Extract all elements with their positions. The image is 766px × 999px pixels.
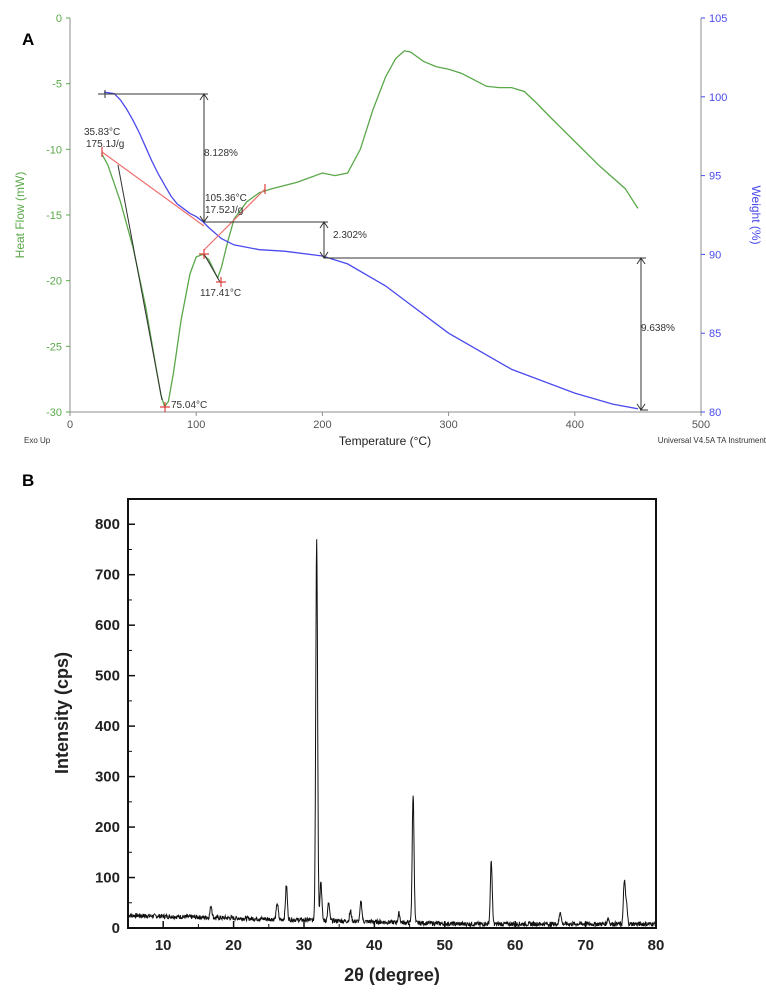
panel-b-series <box>127 539 657 928</box>
panel-a-right-axis-label: Weight (%) <box>749 185 763 244</box>
marker-onset-2 <box>199 249 209 259</box>
panel-a-left-tick-label: -10 <box>46 144 62 156</box>
panel-a-right-tick-label: 95 <box>709 171 721 183</box>
panel-b-x-tick-label: 70 <box>577 937 594 954</box>
panel-b-y-axis-label: Intensity (cps) <box>52 652 72 774</box>
panel-b-label: B <box>22 471 34 490</box>
panel-b-y-tick-label: 300 <box>95 769 120 786</box>
annot-peak-temp-2: 117.41°C <box>200 288 241 299</box>
xrd-pattern-line <box>127 539 657 928</box>
panel-b-y-tick-label: 700 <box>95 567 120 584</box>
panel-a-left-tick-label: -15 <box>46 210 62 222</box>
panel-b-x-tick-label: 80 <box>648 937 665 954</box>
panel-a-x-tick-label: 300 <box>439 419 457 431</box>
panel-b-y-tick-label: 0 <box>112 920 120 937</box>
integration-line-peak-1 <box>101 151 205 227</box>
panel-b-x-tick-label: 60 <box>507 937 524 954</box>
panel-a-right-tick-label: 80 <box>709 407 721 419</box>
integration-line-peak-2 <box>203 188 266 251</box>
panel-a-left-tick-label: -5 <box>52 79 62 91</box>
panel-a-right-tick-label: 90 <box>709 249 721 261</box>
panel-a-footer-right: Universal V4.5A TA Instrument <box>658 436 766 445</box>
panel-a-left-tick-label: 0 <box>56 13 62 25</box>
panel-b-ticks: 10 20 30 40 50 60 70 80010020030040050060070080… <box>95 516 664 954</box>
panel-b-y-tick-label: 600 <box>95 617 120 634</box>
panel-b-x-tick-label: 50 <box>436 937 453 954</box>
onset-tangent-2 <box>203 253 221 283</box>
annot-enthalpy-2: 17.52J/g <box>205 205 243 216</box>
panel-b-x-axis-label: 2θ (degree) <box>344 965 440 985</box>
panel-b-x-tick-label: 30 <box>296 937 313 954</box>
panel-a-x-tick-label: 0 <box>67 419 73 431</box>
panel-a-x-tick-label: 400 <box>566 419 584 431</box>
panel-b-y-tick-label: 800 <box>95 516 120 533</box>
panel-b-x-tick-label: 10 <box>155 937 172 954</box>
annot-peak-temp-1: 75.04°C <box>171 400 207 411</box>
panel-a-left-tick-label: -25 <box>46 341 62 353</box>
panel-a-x-tick-label: 200 <box>313 419 331 431</box>
panel-a-label: A <box>22 30 34 49</box>
heat-flow-line <box>100 50 639 409</box>
marker-peak-1 <box>160 402 170 412</box>
weight-line <box>104 91 639 410</box>
panel-b-y-tick-label: 400 <box>95 718 120 735</box>
annot-weight-loss-1: 8.128% <box>204 148 238 159</box>
panel-a-annotations <box>98 90 648 412</box>
panel-a-right-tick-label: 85 <box>709 328 721 340</box>
annot-weight-loss-3: 9.638% <box>641 323 675 334</box>
annot-weight-loss-2: 2.302% <box>333 230 367 241</box>
panel-a-x-axis-label: Temperature (°C) <box>339 434 431 448</box>
panel-a-right-tick-label: 105 <box>709 13 727 25</box>
panel-b-plot-area <box>127 498 657 929</box>
annot-onset-temp-2: 105.36°C <box>205 193 247 204</box>
panel-b-y-tick-label: 200 <box>95 819 120 836</box>
panel-a-left-axis-label: Heat Flow (mW) <box>13 172 27 259</box>
annot-onset-temp-1: 35.83°C <box>84 127 120 138</box>
panel-b-frame <box>127 498 657 929</box>
marker-peak-2 <box>216 277 226 287</box>
panel-b-x-tick-label: 40 <box>366 937 383 954</box>
panel-b-y-tick-label: 500 <box>95 668 120 685</box>
panel-a-ticks: 0 100 200 300 400 500 0 -5 -10 -15 -20 -25 -30 105 100… <box>46 13 727 431</box>
panel-a-right-tick-label: 100 <box>709 92 727 104</box>
panel-a-left-tick-label: -30 <box>46 407 62 419</box>
marker-onset-1 <box>98 90 112 98</box>
panel-a-footer-left: Exo Up <box>24 436 51 445</box>
panel-a-x-tick-label: 100 <box>187 419 205 431</box>
onset-tangent-1 <box>117 164 163 401</box>
panel-a-left-tick-label: -20 <box>46 276 62 288</box>
panel-b-y-tick-label: 100 <box>95 870 120 887</box>
annot-enthalpy-1: 175.1J/g <box>86 139 124 150</box>
panel-b-x-tick-label: 20 <box>225 937 242 954</box>
panel-a-x-tick-label: 500 <box>692 419 710 431</box>
panel-a-series <box>100 50 639 410</box>
